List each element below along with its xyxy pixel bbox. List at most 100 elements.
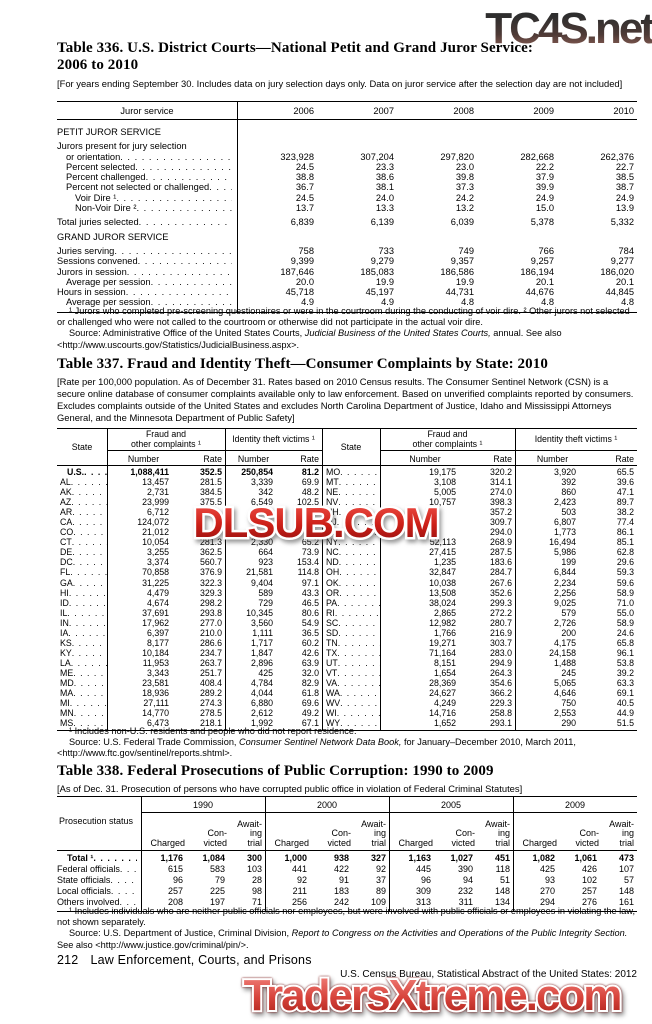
fraud-rate: 294.0 xyxy=(489,527,512,538)
cell-value: 13.3 xyxy=(375,203,394,214)
cell-value: 44,731 xyxy=(445,287,474,298)
row-label: Total ¹ xyxy=(67,853,94,863)
idtheft-rate: 36.5 xyxy=(301,627,319,638)
fraud-rate: 322.3 xyxy=(199,577,222,588)
cell-value: 19.9 xyxy=(455,276,474,287)
idtheft-rate: 67.1 xyxy=(301,718,319,729)
charged-value: 1,176 xyxy=(160,853,183,863)
idtheft-number: 2,256 xyxy=(553,587,576,598)
idtheft-number: 200 xyxy=(561,627,576,638)
table338-title: Table 338. Federal Prosecutions of Publi… xyxy=(57,763,494,779)
fraud-number: 21,012 xyxy=(142,527,169,538)
table338-titleblock: Table 338. Federal Prosecutions of Publi… xyxy=(57,763,637,795)
state-label: HI xyxy=(60,587,69,598)
fraud-rate: 329.3 xyxy=(199,587,222,598)
awaiting-value: 71 xyxy=(251,897,262,907)
idtheft-rate: 73.9 xyxy=(301,547,319,558)
table336-year-header: 2008 xyxy=(453,105,474,116)
table336-note: [For years ending September 30. Includes… xyxy=(57,77,623,89)
idtheft-rate: 114.8 xyxy=(297,567,319,578)
convicted-header: Con- victed xyxy=(327,828,351,848)
cell-value: 37.3 xyxy=(455,182,474,193)
dot-leader xyxy=(138,256,232,266)
dot-leader xyxy=(72,638,107,648)
idtheft-rate: 62.8 xyxy=(616,547,634,558)
idtheft-number: 1,488 xyxy=(553,657,576,668)
idtheft-rate: 59.3 xyxy=(616,567,634,578)
idtheft-number: 4,784 xyxy=(250,677,273,688)
state-row: WA 24,627 366.2 4,646 69.1 xyxy=(322,688,637,698)
dot-leader xyxy=(70,567,107,577)
awaiting-value: 98 xyxy=(251,886,262,896)
state-label: WY xyxy=(326,718,341,729)
row-label: Jurors present for jury selection xyxy=(57,141,187,152)
dot-leader xyxy=(111,886,137,897)
state-row: NC 27,415 287.5 5,986 62.8 xyxy=(322,547,637,557)
column-divider xyxy=(389,797,390,911)
table337-footnote: ¹ Includes non-U.S. residents and people… xyxy=(69,726,357,736)
charged-value: 1,000 xyxy=(284,853,307,863)
fraud-rate: 314.1 xyxy=(489,477,512,488)
cell-value: 45,197 xyxy=(365,287,394,298)
cell-value: 22.2 xyxy=(535,161,554,172)
fraud-rate: 293.8 xyxy=(199,607,222,618)
fraud-rate: 264.3 xyxy=(489,667,512,678)
row-label: or orientation xyxy=(66,151,121,162)
table-row: Percent selected 24.5 23.3 23.0 22.2 22.… xyxy=(57,162,637,172)
center-divider xyxy=(322,429,323,731)
charged-header: Charged xyxy=(150,837,185,848)
state-row: ID 4,674 298.2 729 46.5 xyxy=(57,598,322,608)
idtheft-rate: 47.1 xyxy=(616,487,634,498)
state-row: UT 8,151 294.9 1,488 53.8 xyxy=(322,658,637,668)
convicted-value: 79 xyxy=(214,875,225,885)
state-row: OK 10,038 267.6 2,234 59.6 xyxy=(322,578,637,588)
fraud-rate: 352.6 xyxy=(489,587,512,598)
dot-leader xyxy=(339,547,380,557)
table337-footnotes: ¹ Includes non-U.S. residents and people… xyxy=(57,726,637,760)
dot-leader xyxy=(337,678,380,688)
table337-right-column: MO 19,175 320.2 3,920 65.5 MT 3,108 314.… xyxy=(322,467,637,728)
convicted-value: 257 xyxy=(581,886,597,896)
idtheft-rate: 60.2 xyxy=(301,637,319,648)
cell-value: 13.9 xyxy=(615,203,634,214)
charged-value: 93 xyxy=(544,875,555,885)
cell-value: 6,839 xyxy=(290,217,314,228)
cell-value: 749 xyxy=(458,245,474,256)
charged-value: 615 xyxy=(167,864,183,874)
state-label: DE xyxy=(60,547,73,558)
convicted-value: 311 xyxy=(458,897,473,907)
idtheft-rate: 102.5 xyxy=(296,497,319,508)
idtheft-rate: 69.1 xyxy=(616,688,634,699)
charged-value: 256 xyxy=(291,897,307,907)
dot-leader xyxy=(70,698,107,708)
table-row: Non-Voir Dire ² 13.7 13.3 13.2 15.0 13.9 xyxy=(57,203,637,213)
state-row: CA 124,072 xyxy=(57,517,322,527)
state-row: NM 294.0 1,773 86.1 xyxy=(322,527,637,537)
awaiting-value: 28 xyxy=(251,875,262,885)
fraud-rate: 352.5 xyxy=(199,467,222,477)
column-divider xyxy=(225,429,226,731)
idtheft-rate: 63.3 xyxy=(616,677,634,688)
dot-leader xyxy=(110,875,137,886)
fraud-number: 6,473 xyxy=(146,718,169,729)
state-row: WI 14,716 258.8 2,553 44.9 xyxy=(322,708,637,718)
dot-leader xyxy=(337,598,380,608)
cell-value: 20.0 xyxy=(295,276,314,287)
idtheft-rate: 80.6 xyxy=(301,607,319,618)
table338-note: [As of Dec. 31. Prosecution of persons w… xyxy=(57,783,523,795)
state-label: AZ xyxy=(60,497,72,508)
dot-leader xyxy=(69,618,107,628)
cell-value: 9,357 xyxy=(450,256,474,267)
idtheft-number: 4,175 xyxy=(553,637,576,648)
fraud-rate: 281.3 xyxy=(199,537,222,548)
state-row: MI 27,111 274.3 6,880 69.6 xyxy=(57,698,322,708)
dot-leader xyxy=(73,688,107,698)
cell-value: 38.5 xyxy=(615,172,634,183)
state-label: NJ xyxy=(326,517,337,528)
table336-year-header: 2006 xyxy=(293,105,314,116)
dot-leader xyxy=(120,864,137,875)
state-row: IN 17,962 277.0 3,560 54.9 xyxy=(57,618,322,628)
fraud-rate: 375.5 xyxy=(199,497,222,508)
cell-value: 9,257 xyxy=(530,256,554,267)
fraud-rate: 268.9 xyxy=(489,537,512,548)
